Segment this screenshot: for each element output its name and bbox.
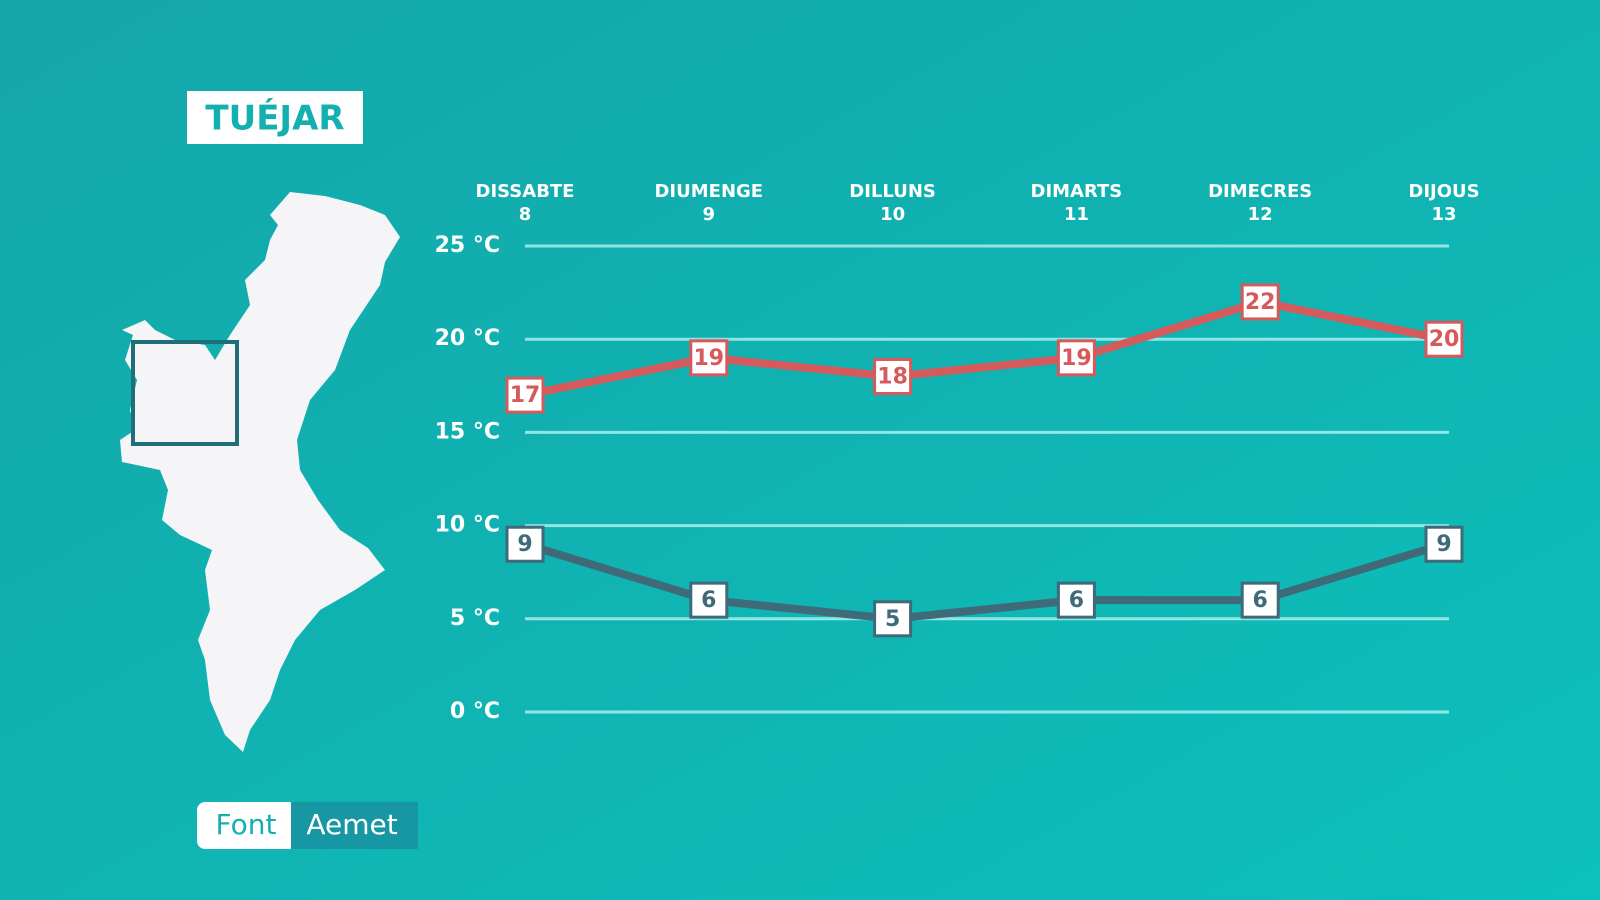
region-map — [120, 192, 400, 752]
x-tick-date: 12 — [1248, 204, 1273, 225]
y-tick-label: 0 °C — [450, 699, 500, 724]
point-marker — [873, 357, 913, 395]
data-label: 6 — [1069, 588, 1084, 613]
y-tick-label: 20 °C — [435, 326, 500, 351]
point-marker — [689, 339, 729, 377]
x-tick-label: DISSABTE — [476, 181, 575, 202]
title-box — [187, 91, 363, 144]
x-tick-label: DIMECRES — [1208, 181, 1312, 202]
point-marker — [873, 600, 913, 638]
point-marker — [1056, 581, 1096, 619]
source-name: Aemet — [306, 808, 397, 841]
point-marker — [1424, 320, 1464, 358]
x-tick-label: DIUMENGE — [654, 181, 763, 202]
point-marker — [505, 525, 545, 563]
data-label: 6 — [1253, 588, 1268, 613]
source-label-box — [197, 802, 297, 849]
data-label: 20 — [1429, 327, 1460, 352]
data-label: 19 — [693, 346, 724, 371]
x-tick-date: 13 — [1431, 204, 1456, 225]
y-tick-label: 25 °C — [435, 233, 500, 258]
data-label: 6 — [701, 588, 716, 613]
y-tick-label: 5 °C — [450, 606, 500, 631]
x-tick-date: 10 — [880, 204, 905, 225]
x-tick-label: DILLUNS — [849, 181, 936, 202]
point-marker — [689, 581, 729, 619]
data-label: 18 — [877, 364, 908, 389]
data-label: 9 — [517, 532, 532, 557]
y-tick-label: 15 °C — [435, 419, 500, 444]
data-label: 5 — [885, 607, 900, 632]
point-marker — [505, 376, 545, 414]
x-tick-date: 11 — [1064, 204, 1089, 225]
y-tick-label: 10 °C — [435, 513, 500, 538]
source-name-box — [291, 802, 418, 849]
data-label: 17 — [510, 383, 541, 408]
point-marker — [1240, 283, 1280, 321]
x-tick-label: DIJOUS — [1408, 181, 1479, 202]
location-marker — [131, 340, 239, 446]
series-line — [523, 540, 1446, 623]
x-tick-date: 8 — [519, 204, 532, 225]
title: TUÉJAR — [205, 98, 344, 139]
data-label: 9 — [1436, 532, 1451, 557]
data-label: 22 — [1245, 290, 1276, 315]
point-marker — [1240, 581, 1280, 619]
series-line — [524, 297, 1445, 400]
point-marker — [1424, 525, 1464, 563]
source-label: Font — [216, 808, 277, 841]
point-marker — [1056, 339, 1096, 377]
x-tick-date: 9 — [703, 204, 716, 225]
data-label: 19 — [1061, 346, 1092, 371]
x-tick-label: DIMARTS — [1031, 181, 1123, 202]
